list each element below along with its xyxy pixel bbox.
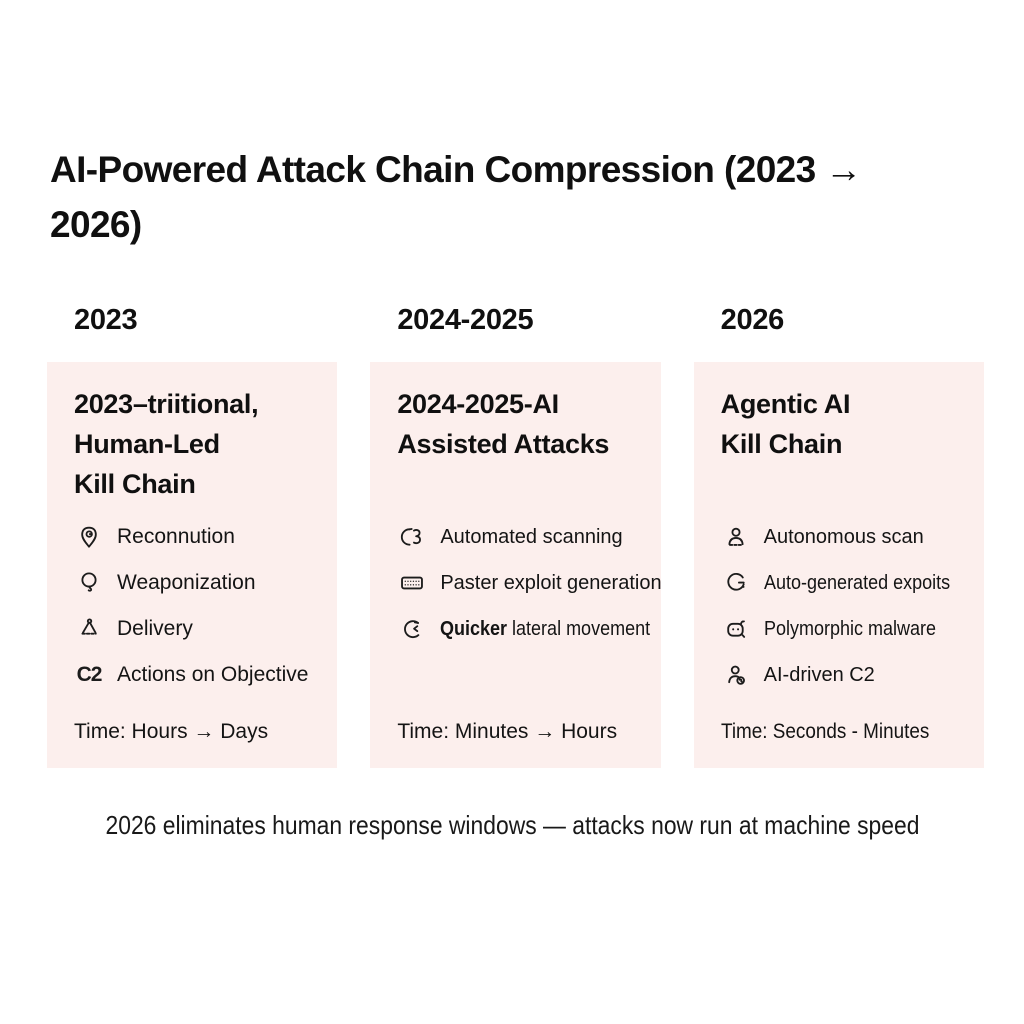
c2-glyph: C2 [76,663,103,686]
card-title: 2023–triitional, Human-Led Kill Chain [74,384,323,504]
hanger-icon [74,616,104,642]
item-label: Paster exploit generation [440,571,662,594]
item-label: Polymorphic malware [763,617,936,640]
item-label-rest: lateral movement [507,617,651,640]
column-2026: 2026 Agentic AI Kill Chain [693,303,984,768]
time-label-text: Time: Seconds - Minutes [720,720,929,743]
item-label: Weaponization [117,571,256,594]
item-label: Automated scanning [440,525,623,548]
person-bust-icon [721,524,751,550]
keypad-icon [397,570,427,596]
recon-pin-icon [74,524,104,550]
item-label: Delivery [117,617,193,640]
page-title-line1: AI-Powered Attack Chain Compression (202… [50,149,862,190]
column-2023: 2023 2023–triitional, Human-Led Kill Cha… [47,303,338,768]
card-title-line: 2023–triitional, [74,389,259,419]
balloon-icon [74,570,104,596]
list-item: Paster exploit generation [397,560,662,606]
card-title: Agentic AI Kill Chain [721,384,970,504]
time-label: Time: Hours → Days [74,720,269,743]
column-2024-2025: 2024-2025 2024-2025-AI Assisted Attacks [370,303,662,768]
item-label: Reconnution [117,525,235,548]
card-title-line: 2024-2025-AI [397,389,559,419]
timeline-columns: 2023 2023–triitional, Human-Led Kill Cha… [47,303,984,768]
c2-icon: C2 [74,663,104,687]
g-loop-icon [721,570,751,596]
page-title: AI-Powered Attack Chain Compression (202… [50,142,970,252]
rotate-chevron-icon [397,616,427,642]
card-2023: 2023–triitional, Human-Led Kill Chain [47,362,338,768]
card-title-line: Kill Chain [74,469,196,499]
footer-caption-text: 2026 eliminates human response windows —… [105,810,919,840]
scan-brackets-icon [397,524,427,550]
card-title-line: Agentic AI [720,389,851,419]
item-label: Auto-generated expoits [763,571,950,594]
person-badge-icon [721,662,751,688]
card-title-line: Human-Led [74,429,220,459]
item-label-bold: Quicker [440,617,508,640]
list-item: Quicker lateral movement [397,606,650,652]
item-list: Autonomous scan Auto-generated expoits [721,514,970,698]
year-label: 2023 [74,304,138,336]
list-item: Auto-generated expoits [721,560,970,606]
list-item: Weaponization [74,560,323,606]
list-item: Reconnution [74,514,323,560]
list-item: Automated scanning [397,514,646,560]
item-label: Autonomous scan [763,525,924,548]
time-label: Time: Seconds - Minutes [721,720,970,744]
list-item: AI-driven C2 [721,652,970,698]
year-label: 2024-2025 [397,304,534,336]
item-list: Reconnution Weaponization [74,514,323,698]
card-title-line: Kill Chain [720,429,843,459]
list-item: Delivery [74,606,323,652]
footer-caption: 2026 eliminates human response windows —… [0,810,1024,841]
card-2026: Agentic AI Kill Chain Autonomous scan [693,362,984,768]
page-title-line2: 2026) [50,204,142,245]
list-item: Polymorphic malware [721,606,970,652]
card-title: 2024-2025-AI Assisted Attacks [397,384,646,504]
list-item: C2 Actions on Objective [74,652,323,698]
item-list: Automated scanning Pa [397,514,662,652]
year-label: 2026 [720,304,785,336]
list-item: Autonomous scan [721,514,970,560]
time-label: Time: Minutes → Hours [397,720,618,743]
item-label: Quicker lateral movement [440,618,650,641]
card-2024-2025: 2024-2025-AI Assisted Attacks Automated … [370,362,662,768]
robot-face-icon [721,616,751,642]
card-title-line: Assisted Attacks [397,429,610,459]
item-label: AI-driven C2 [763,663,875,686]
item-label: Actions on Objective [117,663,309,686]
